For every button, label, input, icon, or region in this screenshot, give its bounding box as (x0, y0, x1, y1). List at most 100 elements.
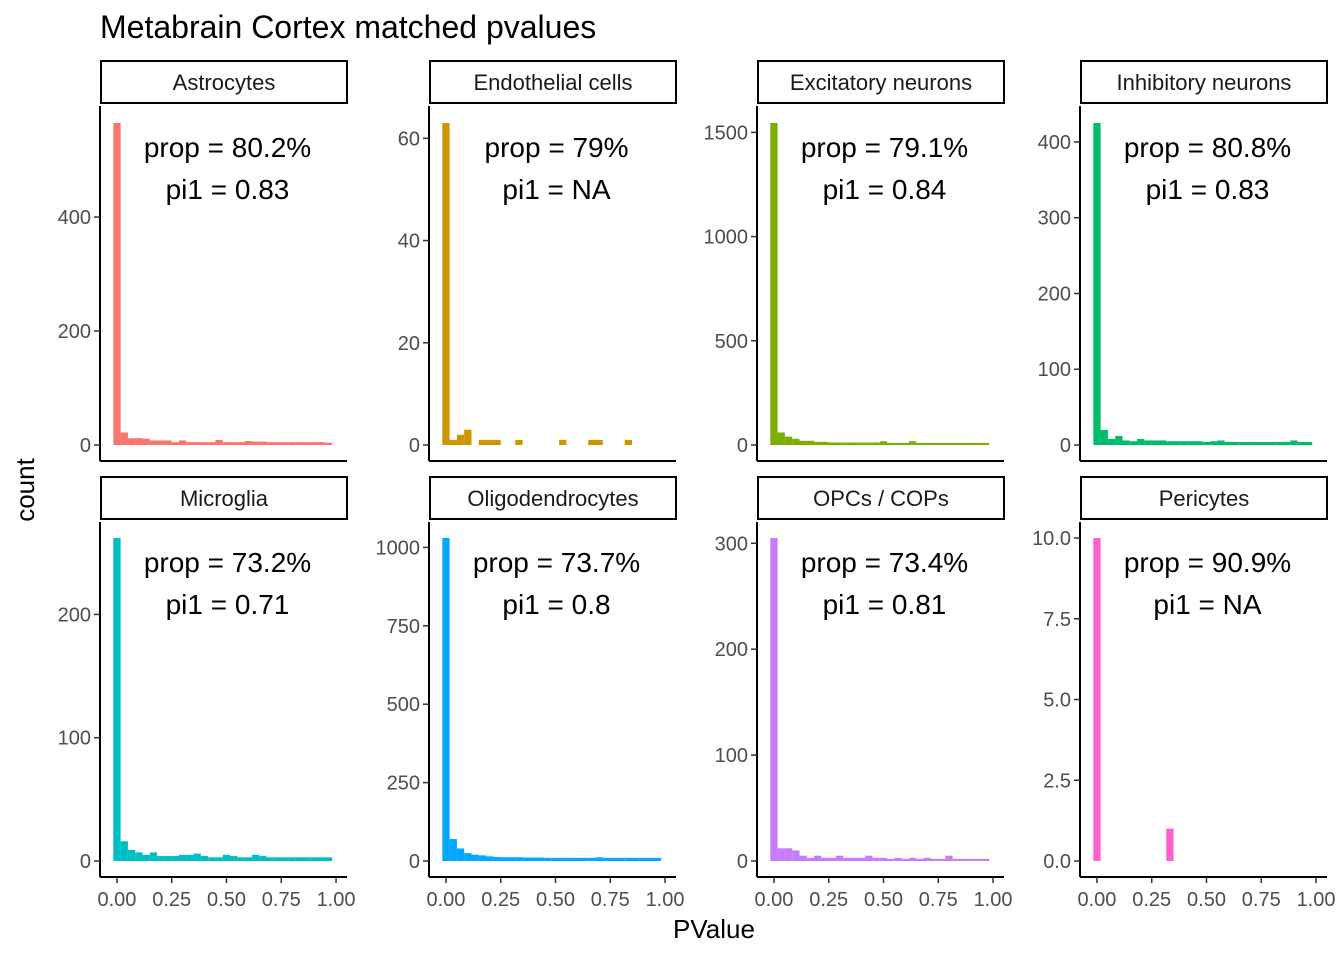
histogram-bar (1239, 441, 1247, 445)
x-tick-label: 0.50 (536, 889, 575, 911)
facet-strip-label: Pericytes (1159, 486, 1249, 511)
y-tick-label: 0 (737, 435, 748, 457)
histogram-bar (186, 442, 194, 445)
histogram-bar (149, 440, 158, 445)
histogram-bar (632, 857, 640, 861)
x-tick-label: 1.00 (646, 889, 685, 911)
histogram-bar (464, 429, 472, 445)
histogram-bar (843, 857, 851, 861)
histogram-bar (566, 857, 574, 861)
histogram-bar (464, 853, 472, 861)
histogram-bar (1202, 441, 1211, 445)
histogram-bar (872, 442, 880, 445)
histogram-bar (551, 857, 560, 861)
histogram-bar (653, 857, 662, 861)
histogram-bar (200, 856, 209, 861)
histogram-bar (821, 857, 829, 861)
y-tick-label: 100 (1038, 359, 1071, 381)
annotation-prop: prop = 80.8% (1124, 132, 1291, 163)
histogram-bar (573, 857, 581, 861)
facet-strip-label: Astrocytes (173, 70, 276, 95)
annotation-pi1: pi1 = 0.83 (166, 174, 290, 205)
histogram-bar (171, 442, 179, 445)
histogram-bar (449, 839, 457, 861)
histogram-bar (127, 438, 136, 445)
y-tick-label: 400 (58, 207, 91, 229)
histogram-bar (266, 857, 274, 861)
y-tick-label: 0 (80, 435, 91, 457)
histogram-bar (237, 442, 245, 445)
histogram-bar (120, 432, 128, 445)
x-tick-label: 0.00 (1077, 889, 1116, 911)
histogram-bar (230, 856, 238, 861)
histogram-bar (135, 438, 143, 445)
annotation-prop: prop = 80.2% (144, 132, 311, 163)
y-tick-label: 200 (715, 639, 748, 661)
histogram-bar (799, 440, 807, 445)
histogram-bar (157, 856, 165, 861)
histogram-bar (610, 857, 618, 861)
histogram-bar (850, 442, 858, 445)
histogram-bar (602, 857, 611, 861)
histogram-bar (178, 854, 187, 861)
histogram-bar (500, 857, 508, 861)
histogram-bar (222, 442, 231, 445)
histogram-bar (149, 852, 158, 861)
histogram-bar (135, 852, 143, 861)
histogram-bar (259, 856, 267, 861)
histogram-bar (544, 857, 552, 861)
annotation-prop: prop = 90.9% (1124, 547, 1291, 578)
facet-strip-label: Endothelial cells (474, 70, 633, 95)
histogram-bar (865, 442, 873, 445)
histogram-bar (442, 538, 450, 861)
y-tick-label: 2.5 (1043, 770, 1071, 792)
y-tick-label: 1000 (704, 227, 749, 249)
y-tick-label: 20 (398, 333, 420, 355)
annotation-prop: prop = 73.4% (801, 547, 968, 578)
histogram-bar (624, 439, 632, 445)
histogram-bar (251, 854, 260, 861)
facet-strip-label: Inhibitory neurons (1117, 70, 1292, 95)
histogram-bar (967, 442, 975, 445)
histogram-bar (792, 438, 800, 445)
facet-panel: Microglia 0 100 200 0.00 0.25 0.50 0.75 1.00 prop… (58, 476, 356, 911)
y-tick-label: 750 (387, 616, 420, 638)
histogram-bar (317, 442, 325, 445)
histogram-bar (806, 857, 815, 861)
histogram-bar (595, 439, 603, 445)
facet-strip (757, 476, 1005, 520)
histogram-bar (828, 857, 836, 861)
x-tick-label: 0.00 (97, 889, 136, 911)
histogram-bar (324, 857, 333, 861)
histogram-bar (537, 857, 545, 861)
histogram-bar (456, 434, 465, 445)
histogram-bar (1107, 438, 1116, 445)
histogram-bar (1195, 441, 1203, 445)
histogram-bar (193, 442, 201, 445)
x-tick-label: 0.75 (919, 889, 958, 911)
annotation-pi1: pi1 = NA (1153, 589, 1261, 620)
histogram-bar (777, 848, 785, 861)
histogram-bar (588, 439, 596, 445)
histogram-bar (1231, 441, 1240, 445)
histogram-bar (273, 857, 282, 861)
x-tick-label: 0.50 (864, 889, 903, 911)
annotation-prop: prop = 73.7% (473, 547, 640, 578)
histogram-bar (974, 442, 982, 445)
facet-strip (757, 60, 1005, 104)
histogram-bar (1283, 441, 1291, 445)
histogram-bar (1115, 435, 1123, 445)
histogram-bar (646, 857, 654, 861)
histogram-bar (559, 439, 567, 445)
y-tick-label: 60 (398, 128, 420, 150)
facet-panel: Inhibitory neurons 0 100 200 300 400 prop = 80… (1038, 60, 1328, 462)
histogram-bar (478, 439, 487, 445)
y-tick-label: 1500 (704, 122, 749, 144)
histogram-bar (814, 441, 822, 445)
histogram-bar (295, 442, 303, 445)
histogram-bar (113, 123, 121, 445)
histogram-bar (142, 854, 150, 861)
x-tick-label: 1.00 (317, 889, 356, 911)
histogram-bar (879, 857, 888, 861)
